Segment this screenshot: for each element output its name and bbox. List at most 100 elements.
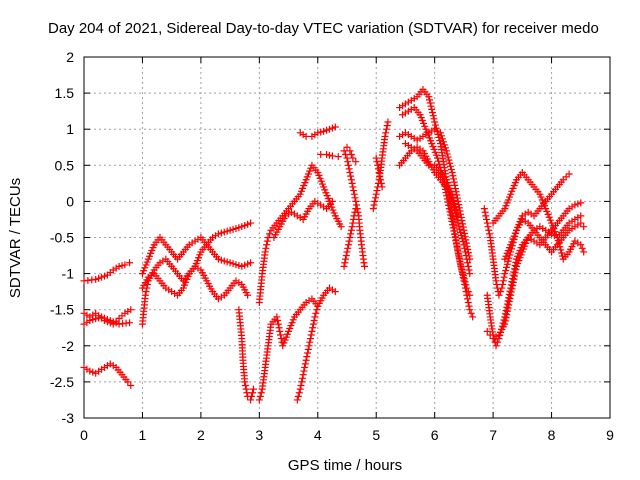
- data-point-marker: [334, 153, 342, 161]
- data-point-marker: [443, 195, 451, 203]
- data-point-marker: [274, 317, 282, 325]
- data-point-marker: [293, 396, 301, 404]
- data-point-marker: [437, 132, 445, 140]
- data-point-marker: [452, 206, 460, 214]
- data-point-marker: [248, 392, 256, 400]
- data-point-marker: [484, 223, 492, 231]
- data-point-marker: [425, 93, 433, 101]
- y-tick-label: 0.5: [55, 157, 75, 173]
- data-point-marker: [448, 217, 456, 225]
- ticks-layer: [83, 56, 611, 419]
- data-point-marker: [384, 118, 392, 126]
- data-point-marker: [577, 199, 585, 207]
- data-point-marker: [445, 205, 453, 213]
- data-point-marker: [294, 392, 302, 400]
- data-point-marker: [337, 223, 345, 231]
- data-point-marker: [448, 169, 456, 177]
- data-point-marker: [257, 389, 265, 397]
- data-point-marker: [449, 172, 457, 180]
- data-point-marker: [447, 165, 455, 173]
- data-point-marker: [466, 291, 474, 299]
- data-point-marker: [301, 363, 309, 371]
- data-point-marker: [249, 389, 257, 397]
- series-trace-19: [372, 154, 386, 191]
- data-point-marker: [481, 208, 489, 216]
- x-tick-label: 3: [255, 427, 263, 443]
- data-point-marker: [565, 170, 573, 178]
- data-point-marker: [261, 248, 269, 256]
- data-point-marker: [241, 378, 249, 386]
- data-point-marker: [242, 385, 250, 393]
- data-point-marker: [247, 396, 255, 404]
- data-point-marker: [466, 306, 474, 314]
- data-point-marker: [464, 298, 472, 306]
- data-point-marker: [460, 275, 468, 283]
- data-point-marker: [344, 241, 352, 249]
- y-tick-label: -2: [62, 338, 75, 354]
- data-point-marker: [306, 335, 314, 343]
- data-point-marker: [344, 158, 352, 166]
- data-point-marker: [375, 169, 383, 177]
- data-point-marker: [463, 284, 471, 292]
- data-point-marker: [503, 260, 511, 268]
- data-point-marker: [430, 115, 438, 123]
- data-point-marker: [426, 96, 434, 104]
- data-point-marker: [450, 230, 458, 238]
- data-point-marker: [442, 189, 450, 197]
- series-trace-1: [80, 259, 134, 285]
- y-tick-label: 1: [66, 121, 74, 137]
- series-trace-11: [270, 197, 336, 241]
- data-point-marker: [446, 208, 454, 216]
- data-point-marker: [305, 342, 313, 350]
- data-point-marker: [452, 203, 460, 211]
- data-point-marker: [126, 259, 134, 267]
- data-point-marker: [314, 302, 322, 310]
- data-point-marker: [503, 303, 511, 311]
- data-point-marker: [434, 154, 442, 162]
- data-point-marker: [501, 270, 509, 278]
- data-point-marker: [450, 196, 458, 204]
- data-point-marker: [449, 221, 457, 229]
- data-point-marker: [347, 150, 355, 158]
- series-trace-28: [489, 169, 588, 263]
- y-tick-label: -2.5: [50, 374, 74, 390]
- data-point-marker: [298, 378, 306, 386]
- data-point-marker: [438, 135, 446, 143]
- data-point-marker: [485, 230, 493, 238]
- data-point-marker: [328, 197, 336, 205]
- series-trace-17: [343, 143, 360, 166]
- data-point-marker: [382, 125, 390, 133]
- data-point-marker: [371, 194, 379, 202]
- data-point-marker: [428, 109, 436, 117]
- data-point-marker: [273, 313, 281, 321]
- data-point-marker: [343, 248, 351, 256]
- data-point-marker: [372, 154, 380, 162]
- series-trace-25: [480, 170, 573, 299]
- data-point-marker: [577, 219, 585, 227]
- data-point-marker: [492, 342, 500, 350]
- data-point-marker: [503, 300, 511, 308]
- data-point-marker: [296, 385, 304, 393]
- data-point-marker: [300, 367, 308, 375]
- data-point-marker: [301, 360, 309, 368]
- data-point-marker: [459, 238, 467, 246]
- data-point-marker: [348, 223, 356, 231]
- x-tick-label: 0: [80, 427, 88, 443]
- data-point-marker: [577, 241, 585, 249]
- data-point-marker: [347, 230, 355, 238]
- series-trace-21: [396, 125, 474, 263]
- data-point-marker: [349, 154, 357, 162]
- data-point-marker: [444, 198, 452, 206]
- data-point-marker: [340, 262, 348, 270]
- data-point-marker: [342, 255, 350, 263]
- data-point-marker: [307, 331, 315, 339]
- data-point-marker: [312, 309, 320, 317]
- data-point-marker: [317, 150, 325, 158]
- data-point-marker: [499, 319, 507, 327]
- y-tick-label: -1: [62, 266, 75, 282]
- data-point-marker: [432, 121, 440, 129]
- data-point-marker: [446, 159, 454, 167]
- data-point-marker: [277, 331, 285, 339]
- data-point-marker: [483, 327, 491, 335]
